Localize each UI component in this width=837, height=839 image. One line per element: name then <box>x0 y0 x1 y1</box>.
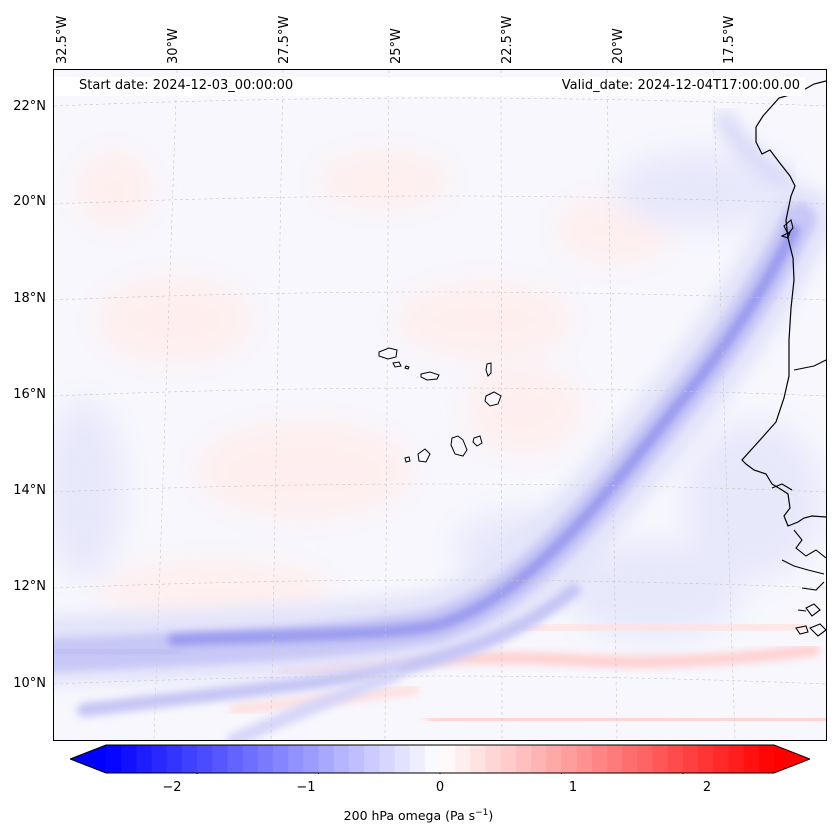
lat-label-22n: 22°N <box>13 99 46 114</box>
colorbar-cell <box>591 745 608 773</box>
lon-label-27.5w: 27.5°W <box>277 15 292 64</box>
colorbar-cell <box>667 745 684 773</box>
colorbar-cell <box>652 745 669 773</box>
colorbar-cell <box>364 745 380 773</box>
map-panel[interactable]: Start date: 2024-12-03_00:00:00 Valid_da… <box>53 69 827 741</box>
colorbar-tick-label: −2 <box>162 780 182 795</box>
colorbar-cell <box>121 745 137 773</box>
colorbar-cell <box>318 745 335 773</box>
colorbar-cell <box>622 745 638 773</box>
lon-label-32.5w: 32.5°W <box>55 15 70 64</box>
colorbar-min-extend <box>70 745 106 773</box>
colorbar-units-exponent: −1 <box>475 808 489 818</box>
colorbar-cell <box>166 745 183 773</box>
colorbar-tick-label: 2 <box>702 780 712 795</box>
colorbar-cell <box>227 745 244 773</box>
colorbar-cell <box>500 745 517 773</box>
colorbar-cell <box>303 745 320 773</box>
lat-label-10n: 10°N <box>13 676 46 691</box>
colorbar-cell <box>515 745 532 773</box>
colorbar-variable: 200 hPa omega <box>343 808 442 824</box>
lon-label-30w: 30°W <box>166 28 181 64</box>
colorbar-cells <box>106 745 775 773</box>
colorbar-cell <box>257 745 274 773</box>
graticule <box>54 70 826 740</box>
colorbar-cell <box>576 745 593 773</box>
colorbar-cell <box>242 745 259 773</box>
colorbar-cell <box>197 745 213 773</box>
colorbar-tick-label: 1 <box>568 780 578 795</box>
colorbar-cell <box>546 745 563 773</box>
positive-omega-patches <box>74 150 674 620</box>
colorbar <box>70 744 810 774</box>
colorbar-cell <box>531 745 547 773</box>
colorbar-cell <box>333 745 350 773</box>
lon-label-25w: 25°W <box>389 28 404 64</box>
lat-label-18n: 18°N <box>13 291 46 306</box>
africa-coastline <box>741 80 826 527</box>
colorbar-cell <box>743 745 760 773</box>
colorbar-cell <box>288 745 304 773</box>
colorbar-cell <box>440 745 456 773</box>
valid-date-text: Valid_date: 2024-12-04T17:00:00.00 <box>561 78 800 93</box>
colorbar-tick-label: 0 <box>435 780 445 795</box>
colorbar-cell <box>713 745 730 773</box>
lat-label-16n: 16°N <box>13 387 46 402</box>
coastline-details <box>771 219 826 637</box>
colorbar-cell <box>561 745 578 773</box>
colorbar-cell <box>698 745 714 773</box>
colorbar-ticks <box>196 773 684 774</box>
colorbar-cell <box>273 745 289 773</box>
info-bar <box>55 77 805 96</box>
colorbar-cell <box>348 745 365 773</box>
colorbar-max-extend <box>774 745 810 773</box>
colorbar-outline <box>70 744 810 774</box>
colorbar-cell <box>424 745 441 773</box>
colorbar-cell <box>455 745 471 773</box>
colorbar-cell <box>758 745 775 773</box>
lon-label-22.5w: 22.5°W <box>500 15 515 64</box>
colorbar-cell <box>379 745 396 773</box>
colorbar-cell <box>394 745 411 773</box>
colorbar-cell <box>136 745 153 773</box>
lat-label-14n: 14°N <box>13 483 46 498</box>
colorbar-cell <box>181 745 198 773</box>
colorbar-cell <box>682 745 699 773</box>
lat-label-12n: 12°N <box>13 579 46 594</box>
colorbar-cell <box>470 745 487 773</box>
colorbar-cell <box>151 745 168 773</box>
negative-jet-band <box>54 110 826 740</box>
colorbar-cell <box>409 745 426 773</box>
lon-label-20w: 20°W <box>611 28 626 64</box>
lon-label-17.5w: 17.5°W <box>722 15 737 64</box>
colorbar-label: 200 hPa omega (Pa s−1) <box>343 808 494 824</box>
colorbar-units: Pa s <box>450 808 476 824</box>
colorbar-tick-label: −1 <box>296 780 316 795</box>
colorbar-cell <box>637 745 654 773</box>
colorbar-cell <box>106 745 122 773</box>
start-date-text: Start date: 2024-12-03_00:00:00 <box>79 78 294 93</box>
cape-verde-islands <box>378 347 502 463</box>
omega-field-map <box>54 70 826 740</box>
colorbar-cell <box>212 745 229 773</box>
colorbar-cell <box>607 745 623 773</box>
colorbar-cell <box>485 745 502 773</box>
lat-label-20n: 20°N <box>13 194 46 209</box>
colorbar-cell <box>728 745 745 773</box>
